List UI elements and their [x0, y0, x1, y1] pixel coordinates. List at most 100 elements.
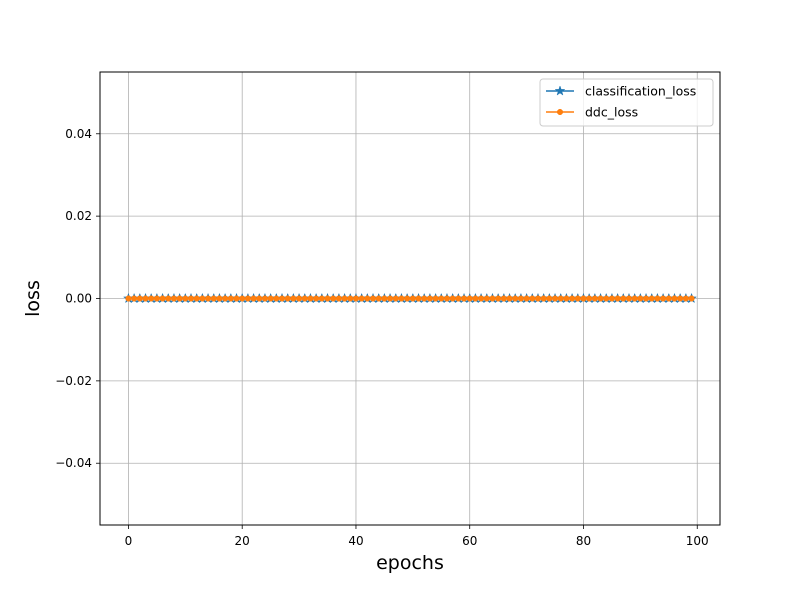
data-point	[625, 295, 633, 302]
data-point	[460, 295, 468, 302]
data-point	[244, 295, 251, 302]
data-point	[643, 295, 650, 302]
data-point	[352, 295, 360, 302]
data-point	[125, 295, 132, 302]
data-point	[506, 295, 513, 302]
data-point	[603, 295, 610, 302]
data-point	[597, 295, 604, 302]
data-point	[557, 295, 564, 302]
data-point	[455, 295, 462, 302]
x-tick-label: 0	[125, 534, 133, 548]
legend-marker	[554, 85, 566, 96]
data-point	[665, 295, 672, 302]
data-point	[608, 295, 615, 302]
data-point	[182, 295, 189, 302]
data-point	[415, 295, 422, 302]
data-point	[540, 295, 547, 302]
data-point	[682, 295, 689, 302]
x-tick-label: 80	[576, 534, 591, 548]
data-point	[495, 295, 502, 302]
data-point	[313, 295, 320, 302]
data-point	[170, 295, 177, 302]
data-point	[438, 295, 445, 302]
data-point	[278, 295, 286, 302]
data-point	[335, 295, 342, 302]
data-point	[131, 295, 138, 302]
data-point	[205, 295, 212, 302]
data-point	[677, 295, 684, 302]
data-point	[569, 295, 576, 302]
data-point	[660, 295, 667, 302]
legend-label: ddc_loss	[585, 105, 638, 120]
data-point	[637, 295, 644, 302]
data-point	[318, 295, 325, 302]
axis-ticks: 0 20 40 60 80 100 −0.04 −0.02 0.00 0.02 0.04	[55, 127, 708, 548]
data-point	[688, 295, 695, 302]
data-point	[472, 295, 479, 302]
y-tick-label: 0.02	[65, 209, 92, 223]
data-point	[250, 295, 257, 302]
data-point	[392, 295, 399, 302]
data-point	[369, 295, 377, 302]
data-point	[586, 295, 593, 302]
data-point	[284, 295, 291, 302]
data-point	[358, 295, 365, 302]
data-point	[654, 295, 661, 302]
data-point	[546, 295, 553, 302]
legend: classification_loss ddc_loss	[539, 78, 714, 127]
data-point	[148, 295, 155, 302]
data-point	[267, 295, 274, 302]
data-point	[239, 295, 246, 302]
data-point	[290, 295, 297, 302]
data-point	[591, 295, 598, 302]
data-point	[193, 295, 200, 302]
data-point	[159, 295, 166, 302]
data-point	[671, 295, 678, 302]
data-point	[648, 295, 655, 302]
data-point	[256, 295, 263, 302]
data-point	[227, 295, 234, 302]
data-point	[136, 295, 143, 302]
data-point	[296, 295, 303, 302]
data-point	[301, 295, 308, 302]
x-axis-label: epochs	[376, 552, 444, 574]
data-point	[187, 295, 195, 302]
data-point	[421, 295, 428, 302]
legend-box	[539, 78, 714, 127]
series-layer	[122, 292, 698, 304]
data-point	[233, 295, 240, 302]
data-point	[534, 295, 542, 302]
y-axis-label: loss	[22, 280, 44, 317]
data-point	[142, 295, 149, 302]
data-point	[574, 295, 581, 302]
data-point	[563, 295, 570, 302]
legend-item: ddc_loss	[546, 105, 638, 120]
data-point	[398, 295, 405, 302]
y-tick-label: −0.04	[55, 456, 92, 470]
data-point	[381, 295, 388, 302]
data-point	[199, 295, 206, 302]
data-point	[478, 295, 485, 302]
data-point	[580, 295, 587, 302]
x-tick-label: 60	[462, 534, 477, 548]
data-point	[222, 295, 229, 302]
x-tick-label: 20	[235, 534, 250, 548]
data-point	[614, 295, 621, 302]
data-point	[631, 295, 638, 302]
data-point	[620, 295, 627, 302]
data-point	[432, 295, 439, 302]
data-point	[517, 295, 524, 302]
data-point	[364, 295, 371, 302]
data-point	[443, 295, 451, 302]
data-point	[375, 295, 382, 302]
data-point	[404, 295, 411, 302]
series-ddc_loss	[125, 295, 695, 302]
data-point	[347, 295, 354, 302]
data-point	[165, 295, 172, 302]
data-point	[466, 295, 473, 302]
data-point	[529, 295, 536, 302]
y-tick-label: 0.00	[65, 292, 92, 306]
data-point	[273, 295, 280, 302]
data-point	[307, 295, 314, 302]
